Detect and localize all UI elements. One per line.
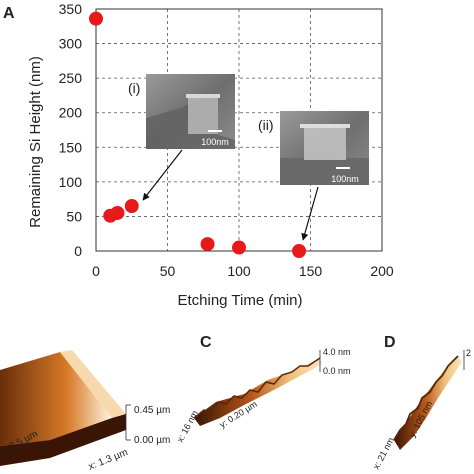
y-tick-label: 250 (59, 70, 83, 86)
x-tick-label: 100 (227, 263, 251, 279)
afm-b-x2-label: x: 1.3 µm (87, 447, 129, 473)
afm-d-x-label: x: 21 nm (371, 436, 396, 471)
arrow-i (142, 149, 183, 201)
y-axis-label: Remaining Si Height (nm) (27, 56, 44, 228)
data-point (89, 11, 103, 26)
inset-label-ii: (ii) (258, 117, 274, 133)
inset-label-i: (i) (128, 80, 140, 96)
panel-label-a: A (3, 5, 15, 22)
afm-b-z-top: 0.45 µm (134, 405, 170, 416)
y-tick-label: 200 (59, 105, 83, 121)
afm-panel-b: 0.45 µm 0.00 µm x: 2.5 µm x: 1.3 µm (0, 350, 170, 473)
y-tick-labels: 0 50 100 150 200 250 300 350 (59, 1, 83, 259)
afm-c-z-top: 4.0 nm (323, 347, 351, 357)
data-point (292, 244, 307, 258)
data-point (232, 240, 246, 255)
y-tick-label: 350 (59, 1, 83, 17)
y-tick-label: 100 (59, 174, 83, 190)
y-tick-label: 0 (74, 243, 82, 259)
afm-b-z-bottom: 0.00 µm (134, 435, 170, 446)
sem-inset-i: 100nm (146, 74, 235, 149)
x-tick-labels: 0 50 100 150 200 (92, 263, 394, 279)
y-tick-label: 300 (59, 36, 83, 52)
afm-panel-d: 2 x: 21 nm y: 105 nm (371, 348, 471, 471)
x-axis-label: Etching Time (min) (177, 292, 302, 309)
afm-c-z-bottom: 0.0 nm (323, 366, 351, 376)
y-tick-label: 150 (59, 139, 83, 155)
x-tick-label: 0 (92, 263, 100, 279)
panel-label-c: C (200, 334, 212, 351)
data-point (124, 199, 139, 214)
data-points (89, 11, 307, 258)
afm-panel-c: 4.0 nm 0.0 nm x: 16 nm y: 0.20 µm (175, 347, 351, 444)
arrow-ii (301, 186, 319, 241)
sem-inset-ii: 100nm (280, 111, 369, 185)
scale-bar-label-i: 100nm (201, 137, 229, 147)
data-point (110, 205, 125, 220)
scatter-plot: 0 50 100 150 200 250 300 350 0 50 100 150 200 Etchi… (27, 1, 394, 309)
x-tick-label: 50 (160, 263, 176, 279)
afm-d-z-top: 2 (466, 348, 471, 358)
y-tick-label: 50 (66, 208, 82, 224)
scale-bar-label-ii: 100nm (331, 174, 359, 184)
panel-label-d: D (384, 334, 396, 351)
x-tick-label: 150 (299, 263, 323, 279)
x-tick-label: 200 (370, 263, 394, 279)
afm-c-x-label: x: 16 nm (175, 409, 200, 444)
data-point (200, 237, 215, 252)
